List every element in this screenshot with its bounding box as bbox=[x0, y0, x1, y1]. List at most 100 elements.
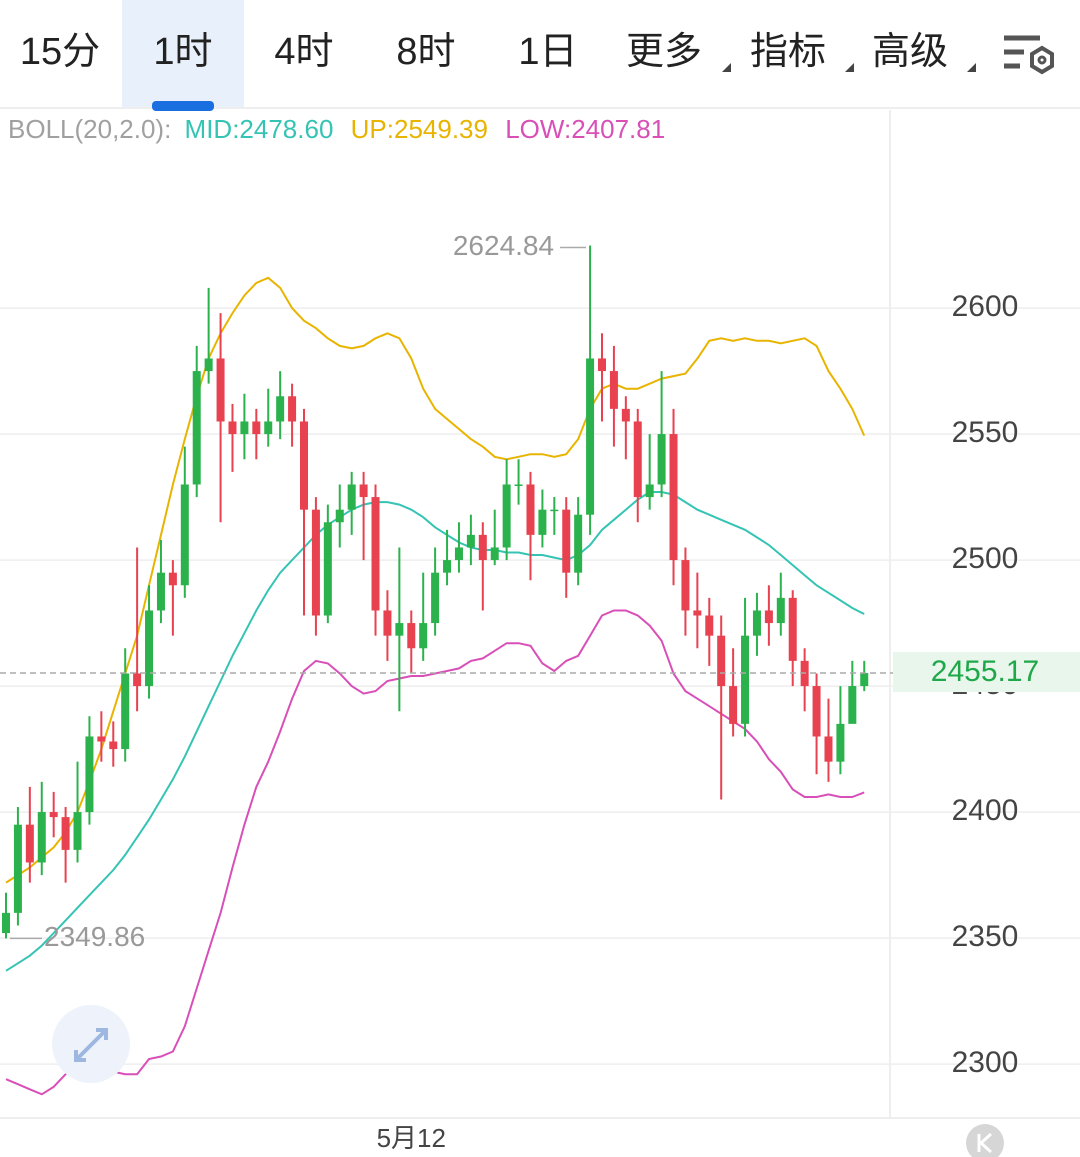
tab[interactable]: 指标 bbox=[750, 31, 826, 73]
tab[interactable]: 更多 bbox=[626, 31, 702, 73]
candle-body bbox=[466, 534, 475, 548]
candle-body bbox=[514, 484, 523, 486]
indicator-header: BOLL(20,2.0): MID:2478.60 UP:2549.39 LOW… bbox=[8, 114, 665, 144]
tab[interactable]: 15分 bbox=[20, 31, 100, 73]
candle-body bbox=[419, 623, 428, 649]
candle-body bbox=[168, 572, 177, 586]
candle-body bbox=[395, 623, 404, 636]
k-button[interactable] bbox=[966, 1124, 1004, 1157]
y-tick-label: 2300 bbox=[952, 1046, 1019, 1079]
candle-body bbox=[407, 623, 416, 649]
y-tick-label: 2350 bbox=[952, 920, 1019, 953]
indicator-line bbox=[5, 491, 865, 972]
candle-body bbox=[311, 509, 320, 616]
tab-selected-bg bbox=[122, 0, 244, 107]
candle-body bbox=[776, 597, 785, 624]
candle-body bbox=[359, 484, 368, 498]
y-tick-label: 2500 bbox=[952, 542, 1019, 575]
candle-body bbox=[657, 434, 666, 485]
candle-body bbox=[574, 514, 583, 573]
candle-body bbox=[609, 371, 618, 409]
candle-body bbox=[61, 817, 70, 850]
tab[interactable]: 1日 bbox=[518, 31, 577, 73]
candle-body bbox=[228, 421, 237, 435]
candle-body bbox=[264, 421, 273, 435]
candle-body bbox=[490, 547, 499, 561]
candle-body bbox=[550, 509, 559, 512]
candle-body bbox=[752, 610, 761, 636]
dropdown-arrows bbox=[722, 63, 976, 72]
tab[interactable]: 高级 bbox=[872, 31, 948, 73]
candle-body bbox=[288, 396, 297, 422]
candle-body bbox=[109, 741, 118, 750]
up-value: UP:2549.39 bbox=[351, 114, 488, 144]
candle-body bbox=[85, 736, 94, 813]
candle-body bbox=[824, 736, 833, 762]
candle-body bbox=[538, 509, 547, 535]
candle-body bbox=[717, 635, 726, 687]
candle-body bbox=[443, 560, 452, 573]
candle-body bbox=[276, 396, 285, 422]
tab[interactable]: 8时 bbox=[396, 31, 455, 73]
last-price-box bbox=[893, 652, 1080, 693]
max-label: 2624.84 bbox=[453, 230, 554, 261]
candle-body bbox=[204, 358, 213, 372]
candle-body bbox=[192, 371, 201, 485]
candle-body bbox=[454, 547, 463, 561]
candle-body bbox=[621, 408, 630, 422]
candle-body bbox=[562, 509, 571, 573]
indicator-name: BOLL(20,2.0): bbox=[8, 114, 171, 144]
candle-body bbox=[478, 534, 487, 561]
candle-body bbox=[300, 421, 308, 510]
tab-indicator bbox=[152, 101, 214, 111]
x-tick-label: 5月12 bbox=[377, 1123, 446, 1153]
candle-body bbox=[598, 358, 606, 372]
candle-body bbox=[693, 610, 702, 616]
candle-body bbox=[681, 560, 690, 611]
tab[interactable]: 1时 bbox=[153, 31, 212, 73]
candle-body bbox=[73, 812, 82, 850]
y-tick-label: 2400 bbox=[952, 794, 1019, 827]
candle-body bbox=[383, 610, 392, 636]
candle-body bbox=[729, 686, 738, 724]
candle-body bbox=[25, 824, 34, 863]
min-label: 2349.86 bbox=[44, 921, 145, 952]
y-tick-label: 2600 bbox=[952, 290, 1019, 323]
tab-bar: 15分 1时 4时 8时 1日 更多 指标 高级 bbox=[0, 0, 1080, 111]
candle-body bbox=[586, 358, 595, 515]
candle-body bbox=[323, 522, 332, 616]
candle-body bbox=[836, 723, 845, 762]
candle-body bbox=[645, 484, 654, 498]
candle-body bbox=[860, 673, 869, 687]
candle-body bbox=[133, 673, 142, 687]
candle-body bbox=[705, 615, 714, 636]
tab[interactable]: 4时 bbox=[274, 31, 333, 73]
candle-body bbox=[788, 597, 797, 661]
low-value: LOW:2407.81 bbox=[505, 114, 665, 144]
y-tick-label: 2550 bbox=[952, 416, 1019, 449]
last-price-label: 2455.17 bbox=[931, 655, 1039, 688]
candle-body bbox=[335, 509, 344, 523]
candle-body bbox=[764, 610, 773, 624]
mid-value: MID:2478.60 bbox=[185, 114, 334, 144]
candle-body bbox=[848, 686, 857, 724]
candle-body bbox=[347, 484, 356, 510]
candle-body bbox=[371, 497, 380, 611]
candle-body bbox=[252, 421, 261, 435]
expand-button[interactable] bbox=[52, 1005, 130, 1083]
candle-body bbox=[812, 686, 821, 737]
settings-icon[interactable] bbox=[1004, 35, 1054, 75]
candle-body bbox=[741, 635, 750, 724]
tab-border bbox=[0, 107, 1080, 109]
candle-body bbox=[145, 610, 154, 687]
candle-body bbox=[121, 673, 130, 750]
candle-body bbox=[49, 812, 58, 818]
candle-body bbox=[37, 812, 46, 863]
candle-body bbox=[180, 484, 189, 586]
candle-body bbox=[216, 358, 225, 422]
plot: 23002350240024502500255026005月122624.842… bbox=[0, 110, 1080, 1153]
candle-body bbox=[240, 421, 249, 435]
candle-body bbox=[502, 484, 511, 548]
